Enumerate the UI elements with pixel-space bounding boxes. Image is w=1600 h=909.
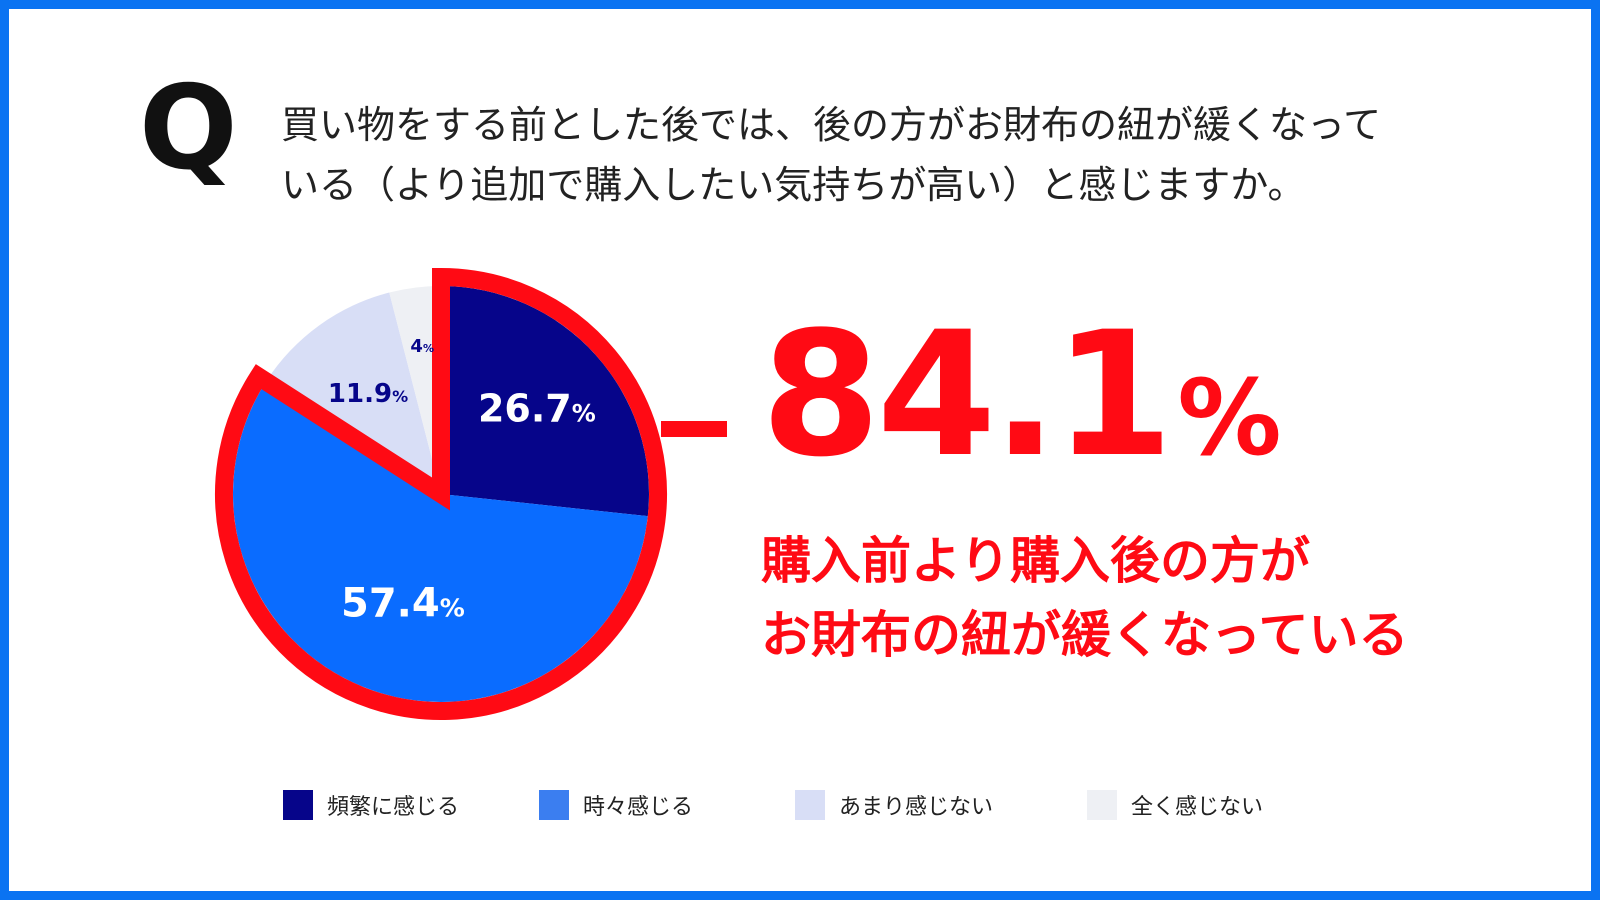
- question-line-2: いる（より追加で購入したい気持ちが高い）と感じますか。: [281, 163, 1306, 207]
- pie-slice-never: [389, 286, 441, 494]
- highlight-caption: 購入前より購入後の方が お財布の紐が緩くなっている: [761, 524, 1409, 672]
- legend-label-rarely: あまり感じない: [839, 795, 994, 820]
- highlight-caption-line-1: 購入前より購入後の方が: [761, 532, 1310, 590]
- pie-chart: 26.7% 57.4% 11.9% 4%: [215, 267, 727, 720]
- legend-item-never: 全く感じない: [1087, 789, 1263, 821]
- connector-line: [661, 421, 727, 437]
- legend-label-sometimes: 時々感じる: [583, 795, 694, 820]
- chart-legend: 頻繁に感じる 時々感じる あまり感じない 全く感じない: [9, 789, 1600, 829]
- highlight-outline: [215, 267, 668, 720]
- highlight-percentage: 84.1%: [761, 309, 1282, 481]
- legend-swatch-never: [1087, 790, 1117, 820]
- legend-swatch-frequently: [283, 790, 313, 820]
- pie-slice-rarely: [266, 292, 441, 494]
- legend-label-frequently: 頻繁に感じる: [327, 795, 460, 820]
- pie-slice-sometimes: [232, 381, 648, 703]
- legend-label-never: 全く感じない: [1131, 795, 1264, 820]
- slice-label-rarely: 11.9%: [328, 379, 408, 409]
- slice-label-never: 4%: [410, 336, 434, 357]
- slice-label-frequently: 26.7%: [478, 387, 596, 431]
- legend-item-rarely: あまり感じない: [795, 789, 993, 821]
- question-line-1: 買い物をする前とした後では、後の方がお財布の紐が緩くなって: [281, 103, 1382, 147]
- highlight-value: 84.1: [761, 294, 1173, 495]
- slice-label-sometimes: 57.4%: [341, 580, 465, 626]
- legend-item-sometimes: 時々感じる: [539, 789, 693, 821]
- question-mark: Q: [139, 61, 238, 196]
- highlight-unit: %: [1177, 357, 1282, 479]
- legend-item-frequently: 頻繁に感じる: [283, 789, 459, 821]
- legend-swatch-rarely: [795, 790, 825, 820]
- legend-swatch-sometimes: [539, 790, 569, 820]
- pie-slice-frequently: [441, 286, 649, 517]
- question-text: 買い物をする前とした後では、後の方がお財布の紐が緩くなって いる（より追加で購入…: [281, 95, 1501, 215]
- highlight-caption-line-2: お財布の紐が緩くなっている: [761, 606, 1409, 664]
